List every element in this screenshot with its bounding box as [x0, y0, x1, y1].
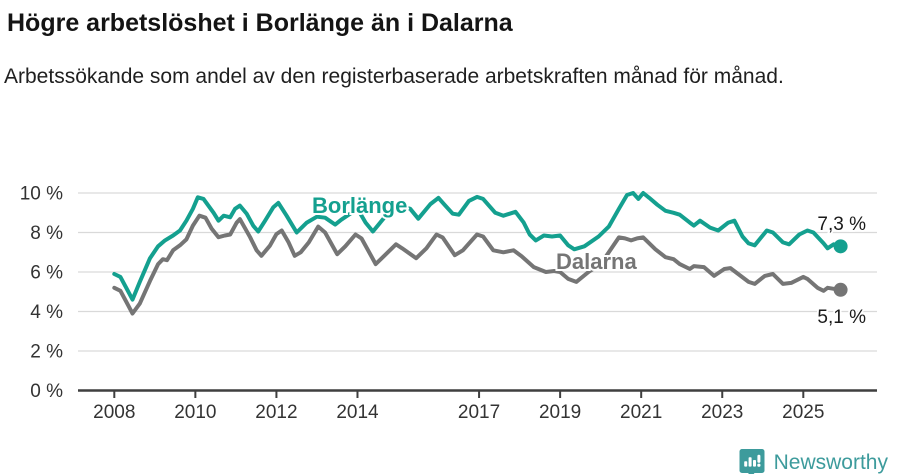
y-axis-tick-label: 0 %	[30, 381, 63, 402]
y-axis-tick-label: 2 %	[30, 342, 63, 363]
y-axis-tick-label: 4 %	[30, 302, 63, 323]
x-axis-tick-label: 2010	[174, 402, 216, 423]
newsworthy-brand[interactable]: Newsworthy	[739, 448, 888, 474]
series-line-borlnge	[112, 191, 843, 302]
page-subtitle: Arbetssökande som andel av den registerb…	[4, 65, 784, 88]
series-end-dot-borlnge	[833, 239, 848, 254]
x-axis-tick-label: 2012	[255, 402, 297, 423]
page: Högre arbetslöshet i Borlänge än i Dalar…	[0, 9, 900, 474]
x-axis-tick-label: 2014	[336, 402, 379, 423]
x-axis-tick-label: 2021	[620, 402, 662, 423]
x-axis-tick-label: 2025	[782, 402, 824, 423]
x-axis-tick-label: 2019	[539, 402, 581, 423]
y-axis-tick-label: 8 %	[30, 223, 63, 244]
series-end-dot-dalarna	[833, 282, 848, 297]
x-axis-tick-label: 2017	[458, 402, 500, 423]
newsworthy-wordmark: Newsworthy	[773, 451, 888, 474]
y-axis-tick-label: 10 %	[20, 184, 63, 205]
series-end-value-label: 7,3 %	[817, 214, 866, 235]
series-line-dalarna	[112, 213, 843, 316]
x-axis-tick-label: 2023	[701, 402, 743, 423]
x-axis-tick-label: 2008	[93, 402, 135, 423]
newsworthy-logo-icon	[739, 449, 765, 474]
series-label: Dalarna	[556, 249, 637, 274]
page-title: Högre arbetslöshet i Borlänge än i Dalar…	[7, 9, 513, 37]
series-end-value-label: 5,1 %	[817, 307, 866, 328]
y-axis-tick-label: 6 %	[30, 263, 63, 284]
series-label: Borlänge	[312, 193, 407, 218]
